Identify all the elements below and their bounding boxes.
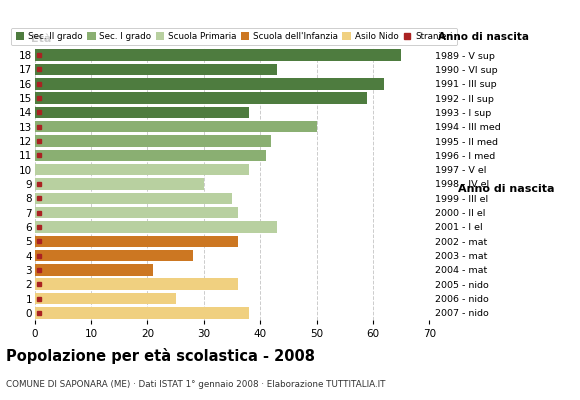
Text: Età: Età bbox=[31, 34, 51, 44]
Bar bbox=[35, 92, 367, 104]
Bar bbox=[35, 107, 249, 118]
Bar bbox=[35, 236, 238, 247]
Bar bbox=[35, 307, 249, 318]
Text: Popolazione per età scolastica - 2008: Popolazione per età scolastica - 2008 bbox=[6, 348, 315, 364]
Bar bbox=[35, 164, 249, 176]
Bar bbox=[35, 178, 204, 190]
Bar bbox=[35, 150, 266, 161]
Bar bbox=[35, 64, 277, 75]
Y-axis label: Anno di nascita: Anno di nascita bbox=[458, 184, 554, 194]
Bar bbox=[35, 293, 176, 304]
Text: COMUNE DI SAPONARA (ME) · Dati ISTAT 1° gennaio 2008 · Elaborazione TUTTITALIA.I: COMUNE DI SAPONARA (ME) · Dati ISTAT 1° … bbox=[6, 380, 385, 389]
Bar bbox=[35, 135, 271, 147]
Bar bbox=[35, 50, 401, 61]
Bar bbox=[35, 250, 193, 261]
Bar bbox=[35, 192, 232, 204]
Bar bbox=[35, 207, 238, 218]
Bar bbox=[35, 264, 153, 276]
Bar bbox=[35, 278, 238, 290]
Bar bbox=[35, 221, 277, 233]
Legend: Sec. II grado, Sec. I grado, Scuola Primaria, Scuola dell'Infanzia, Asilo Nido, : Sec. II grado, Sec. I grado, Scuola Prim… bbox=[11, 28, 457, 45]
Text: Anno di nascita: Anno di nascita bbox=[438, 32, 529, 42]
Bar bbox=[35, 121, 317, 132]
Bar bbox=[35, 78, 384, 90]
